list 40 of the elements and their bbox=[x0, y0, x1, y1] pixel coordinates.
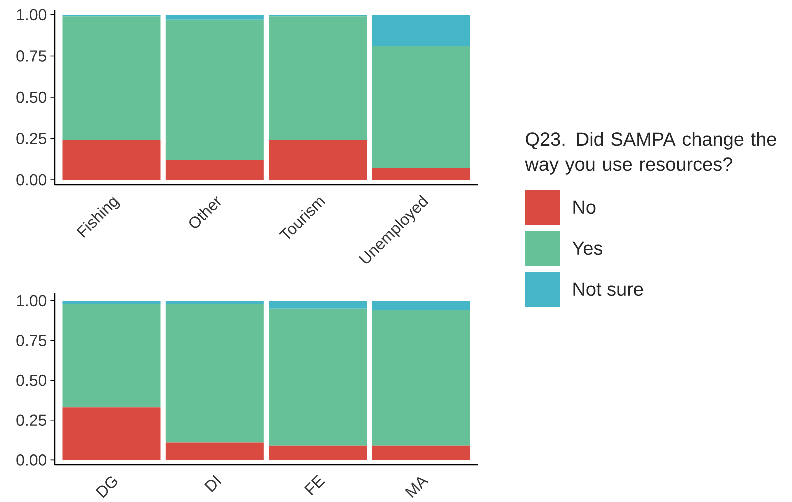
bar bbox=[372, 300, 470, 311]
bar bbox=[166, 300, 264, 304]
bar bbox=[62, 16, 161, 140]
y-tick-label: 0.00 bbox=[16, 454, 47, 466]
y-tick-label: 0.50 bbox=[16, 374, 47, 386]
x-tick-label: MA bbox=[405, 477, 430, 498]
x-tick-label: FE bbox=[304, 474, 326, 496]
bar bbox=[166, 160, 264, 180]
bar bbox=[166, 14, 264, 20]
bar bbox=[166, 304, 264, 443]
bar bbox=[372, 446, 470, 460]
y-tick-label: 0.50 bbox=[16, 92, 47, 104]
bar bbox=[372, 46, 470, 168]
y-tick-label: 1.00 bbox=[17, 9, 47, 21]
bar bbox=[269, 300, 368, 309]
bar bbox=[269, 446, 368, 460]
bar bbox=[372, 14, 470, 46]
bar bbox=[372, 168, 470, 180]
legend-label: No bbox=[574, 200, 596, 214]
bar bbox=[62, 304, 161, 408]
y-tick-label: 0.25 bbox=[16, 133, 47, 144]
y-tick-label: 0.75 bbox=[16, 335, 47, 346]
y-tick-label: 1.00 bbox=[17, 295, 47, 307]
legend-label: Not sure bbox=[574, 282, 644, 296]
y-tick-label: 0.00 bbox=[16, 174, 47, 186]
bar bbox=[269, 140, 368, 180]
legend-label: Yes bbox=[572, 242, 603, 256]
bar bbox=[372, 310, 470, 446]
x-tick-label: DG bbox=[96, 476, 118, 498]
bar bbox=[269, 16, 368, 140]
legend-title: Q23. Did SAMPA change the way you use resources? bbox=[525, 132, 776, 175]
x-tick-label: DI bbox=[204, 475, 222, 492]
bar bbox=[269, 308, 368, 446]
bar bbox=[166, 20, 264, 160]
bar bbox=[62, 300, 161, 304]
bar bbox=[62, 140, 161, 180]
y-tick-label: 0.25 bbox=[16, 414, 47, 426]
bar bbox=[62, 408, 161, 460]
bar bbox=[166, 442, 264, 460]
y-tick-label: 0.75 bbox=[16, 50, 47, 62]
